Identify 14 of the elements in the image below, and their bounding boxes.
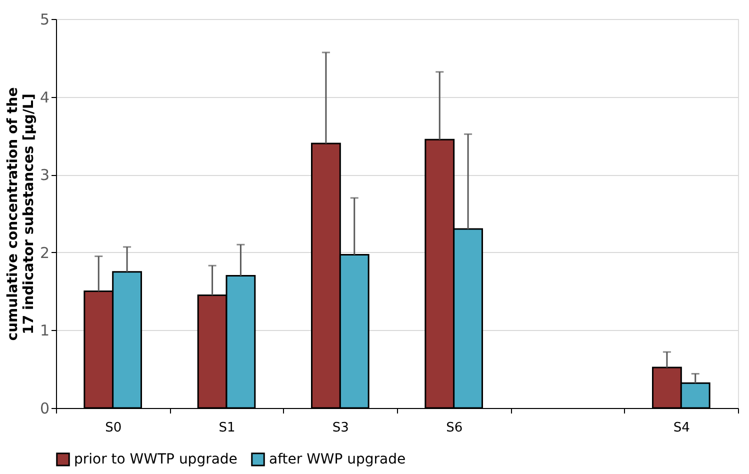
- y-tick-label: 4: [40, 88, 50, 106]
- y-tick-label: 1: [40, 322, 50, 340]
- y-tick-label: 0: [40, 400, 50, 418]
- legend-label: prior to WWTP upgrade: [74, 451, 238, 468]
- legend-label: after WWP upgrade: [269, 451, 406, 468]
- x-tick-label: S6: [446, 420, 463, 436]
- x-tick-label: S0: [105, 420, 122, 436]
- y-tick-label: 3: [40, 166, 50, 184]
- y-tick-label: 5: [40, 10, 50, 28]
- x-tick-label: S1: [218, 420, 236, 436]
- x-tick-label: S4: [673, 420, 690, 436]
- y-tick-label: 2: [40, 244, 50, 262]
- x-tick-label: S3: [332, 420, 349, 436]
- y-axis-title: cumulative concentration of the 17 indicator substances [µg/L]: [4, 87, 37, 341]
